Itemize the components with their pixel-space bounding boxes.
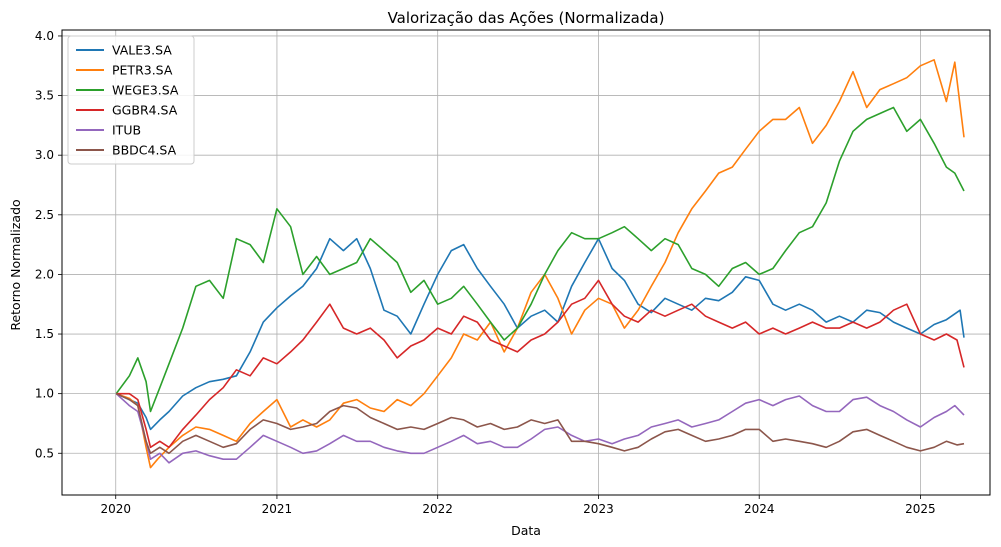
y-tick-label: 3.5 bbox=[35, 89, 54, 103]
legend-label: PETR3.SA bbox=[112, 63, 173, 78]
series-line-vale3-sa bbox=[115, 237, 965, 431]
x-tick-label: 2024 bbox=[744, 502, 775, 516]
series-line-bbdc4-sa bbox=[115, 392, 965, 455]
legend-label: WEGE3.SA bbox=[112, 83, 179, 98]
x-tick-label: 2023 bbox=[583, 502, 614, 516]
legend: VALE3.SA PETR3.SA WEGE3.SA GGBR4.SA ITUB BBDC… bbox=[67, 35, 195, 165]
x-tick-label: 2020 bbox=[100, 502, 131, 516]
plot-frame bbox=[61, 29, 991, 496]
series-line-wege3-sa bbox=[115, 106, 965, 413]
legend-label: VALE3.SA bbox=[112, 43, 172, 58]
series-lines bbox=[115, 58, 965, 469]
y-tick-label: 0.5 bbox=[35, 446, 54, 460]
grid-lines bbox=[62, 30, 990, 495]
y-tick-label: 3.0 bbox=[35, 148, 54, 162]
legend-box bbox=[67, 35, 195, 165]
legend-label: GGBR4.SA bbox=[112, 103, 178, 118]
series-line-ggbr4-sa bbox=[116, 279, 965, 449]
y-tick-label: 2.0 bbox=[35, 267, 54, 281]
legend-label: ITUB bbox=[112, 123, 141, 138]
legend-label: BBDC4.SA bbox=[112, 143, 177, 158]
y-tick-label: 1.0 bbox=[35, 387, 54, 401]
x-tick-label: 2022 bbox=[422, 502, 453, 516]
y-tick-label: 1.5 bbox=[35, 327, 54, 341]
y-axis-label: Retorno Normalizado bbox=[8, 199, 23, 330]
x-tick-label: 2025 bbox=[905, 502, 936, 516]
x-tick-label: 2021 bbox=[262, 502, 293, 516]
axis-ticks: 2020 2021 2022 2023 2024 2025 0.5 1.0 1.5 2.0 2.5 3… bbox=[35, 29, 936, 516]
chart-title: Valorização das Ações (Normalizada) bbox=[388, 9, 665, 27]
series-line-petr3-sa bbox=[115, 58, 965, 469]
series-line-itub bbox=[115, 393, 965, 464]
y-tick-label: 2.5 bbox=[35, 208, 54, 222]
y-tick-label: 4.0 bbox=[35, 29, 54, 43]
x-axis-label: Data bbox=[511, 523, 541, 538]
